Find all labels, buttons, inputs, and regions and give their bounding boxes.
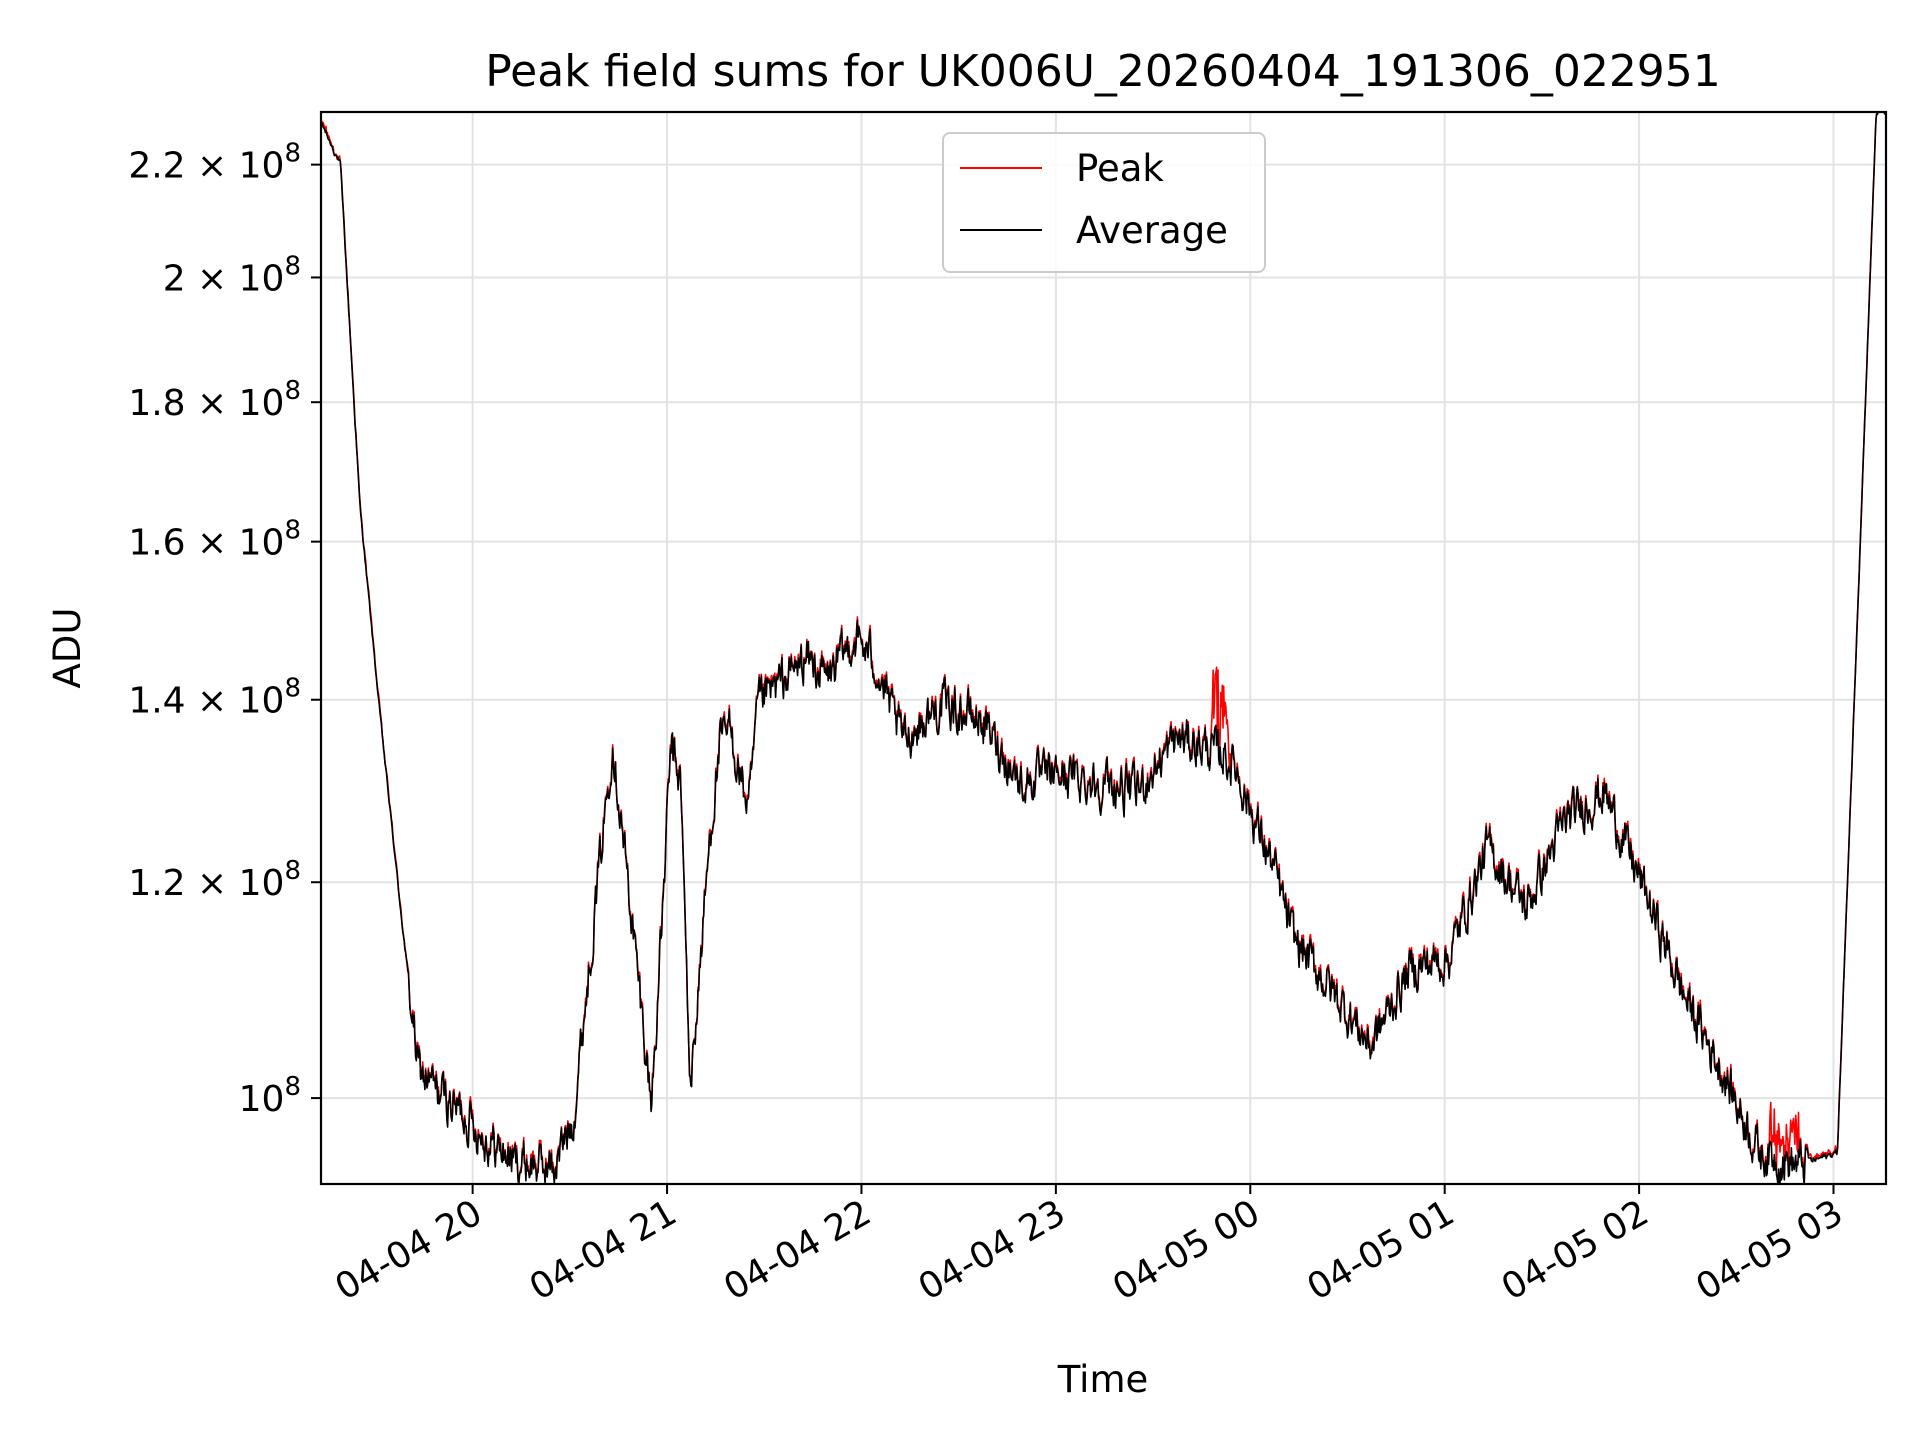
x-axis-label: Time [1057, 1358, 1149, 1401]
y-tick-exponent: 8 [284, 856, 301, 886]
y-tick-exponent: 8 [284, 1072, 301, 1102]
y-tick-exponent: 8 [284, 674, 301, 704]
legend-label-peak: Peak [1076, 147, 1164, 190]
y-tick-label: 108 [239, 1072, 301, 1120]
y-tick-label: 1.8 × 108 [128, 376, 301, 424]
legend: Peak Average [942, 132, 1266, 273]
y-tick-exponent: 8 [284, 139, 301, 169]
y-tick-label: 2.2 × 108 [128, 139, 301, 187]
y-tick-exponent: 8 [284, 251, 301, 281]
y-tick-exponent: 8 [284, 516, 301, 546]
chart-title: Peak field sums for UK006U_20260404_1913… [485, 46, 1721, 97]
y-tick-mantissa: 1.4 × 10 [128, 681, 284, 722]
y-tick-label: 1.4 × 108 [128, 674, 301, 722]
y-tick-mantissa: 1.2 × 10 [128, 863, 284, 904]
y-tick-exponent: 8 [284, 376, 301, 406]
y-tick-label: 2 × 108 [163, 251, 301, 299]
y-tick-mantissa: 1.8 × 10 [128, 383, 284, 424]
y-axis-label: ADU [46, 608, 89, 689]
y-tick-label: 1.6 × 108 [128, 516, 301, 564]
y-tick-mantissa: 10 [239, 1079, 285, 1120]
y-tick-mantissa: 2 × 10 [163, 258, 285, 299]
plot-frame [319, 110, 1888, 1186]
series-lines [320, 111, 1887, 1185]
y-tick-mantissa: 2.2 × 10 [128, 146, 284, 187]
legend-label-average: Average [1076, 209, 1228, 252]
y-tick-label: 1.2 × 108 [128, 856, 301, 904]
series-line-average [320, 111, 1887, 1185]
y-tick-mantissa: 1.6 × 10 [128, 523, 284, 564]
